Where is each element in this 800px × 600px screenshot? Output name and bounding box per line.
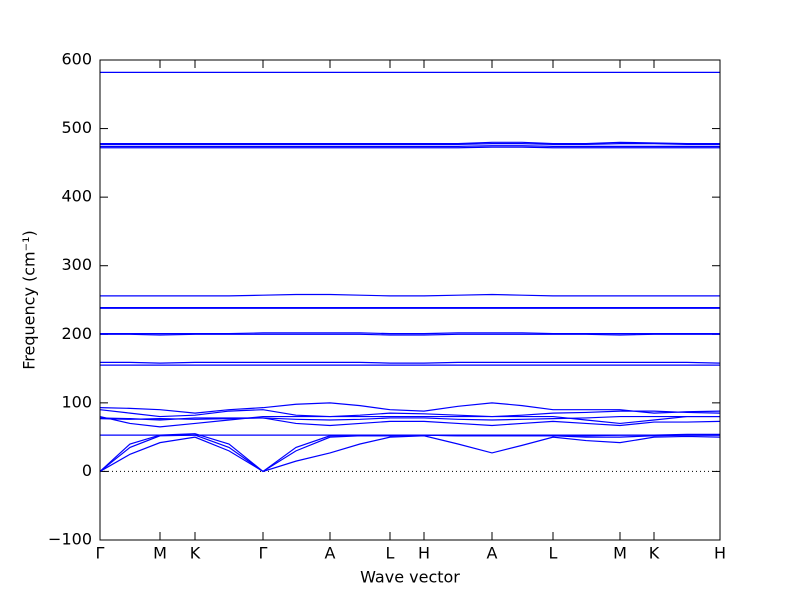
y-tick-label: 400 bbox=[61, 187, 92, 206]
band-line bbox=[99, 434, 720, 473]
band-line bbox=[99, 435, 721, 473]
x-tick-label: A bbox=[487, 544, 498, 563]
band-line bbox=[100, 332, 720, 335]
x-tick-label: Γ bbox=[96, 544, 105, 563]
plot-frame bbox=[99, 59, 721, 541]
x-tick-label: K bbox=[190, 544, 201, 563]
band-line bbox=[100, 146, 720, 149]
x-tick-label: K bbox=[649, 544, 660, 563]
band-line bbox=[99, 402, 721, 414]
y-tick-label: 500 bbox=[61, 118, 92, 137]
y-tick-label: 200 bbox=[61, 324, 92, 343]
x-tick-label: A bbox=[325, 544, 336, 563]
band-line bbox=[100, 293, 720, 297]
band-line bbox=[100, 333, 720, 336]
x-tick-label: M bbox=[153, 544, 167, 563]
y-tick-label: −100 bbox=[48, 530, 92, 549]
band-line bbox=[99, 415, 720, 421]
x-tick-label: L bbox=[386, 544, 395, 563]
x-tick-label: Γ bbox=[259, 544, 268, 563]
band-line bbox=[100, 143, 720, 145]
y-tick-label: 100 bbox=[61, 392, 92, 411]
y-tick-label: 300 bbox=[61, 255, 92, 274]
band-line bbox=[100, 361, 721, 364]
x-axis-label: Wave vector bbox=[360, 568, 460, 587]
band-line bbox=[99, 415, 720, 428]
y-axis-label: Frequency (cm⁻¹) bbox=[20, 230, 39, 369]
band-line bbox=[100, 141, 720, 145]
y-tick-label: 0 bbox=[82, 461, 92, 480]
band-line bbox=[99, 433, 720, 473]
band-line bbox=[99, 417, 721, 427]
x-tick-label: M bbox=[613, 544, 627, 563]
band-line bbox=[100, 145, 720, 147]
x-tick-label: L bbox=[549, 544, 558, 563]
x-tick-label: H bbox=[714, 544, 726, 563]
y-tick-label: 600 bbox=[61, 50, 92, 69]
x-tick-label: H bbox=[418, 544, 430, 563]
band-line bbox=[99, 409, 721, 418]
